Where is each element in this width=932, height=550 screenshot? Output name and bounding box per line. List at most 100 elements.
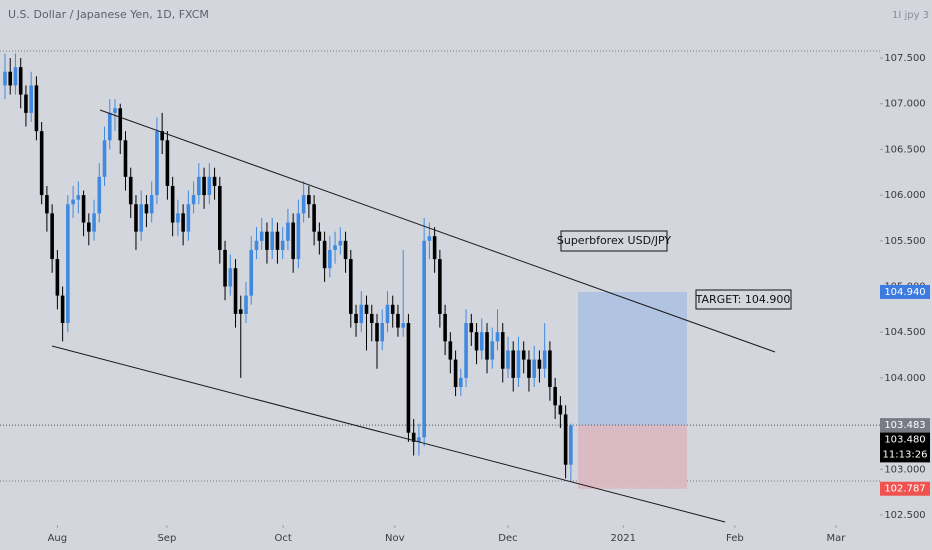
candle-body: [123, 140, 128, 177]
candle-body: [254, 240, 259, 250]
candle-body: [479, 332, 484, 351]
price-label-bg: [880, 284, 930, 299]
candle-body: [55, 259, 60, 296]
candle-body: [390, 304, 395, 314]
candle-body: [170, 185, 175, 223]
candle-body: [385, 304, 390, 324]
candle-body: [134, 204, 138, 232]
candle-body: [490, 341, 495, 360]
x-tick-label: Dec: [498, 533, 517, 544]
channel-lower: [51, 345, 726, 523]
candle-body: [542, 350, 547, 369]
candle-body: [301, 195, 306, 214]
y-tick-label: 106.500: [884, 144, 925, 155]
candle-body: [296, 213, 301, 260]
candle-body: [18, 67, 23, 95]
candle-body: [380, 323, 385, 342]
candle-body: [322, 240, 327, 269]
candle-body: [50, 213, 54, 260]
last-price-bg: [880, 432, 930, 463]
annotation: TARGET: 104.900: [695, 293, 791, 306]
candle-body: [160, 131, 164, 141]
x-tick-label: 2021: [611, 533, 636, 544]
candle-body: [238, 309, 243, 314]
candle-body: [24, 94, 28, 113]
x-tick-label: Aug: [48, 533, 68, 544]
candle-body: [348, 259, 353, 314]
candle-body: [113, 108, 117, 113]
candle-body: [558, 405, 563, 415]
candle-body: [516, 350, 521, 378]
price-label: 104.940: [884, 287, 925, 298]
price-label-bg: [880, 481, 930, 496]
x-tick-label: Feb: [726, 533, 744, 544]
candle-body: [307, 195, 311, 205]
candle-body: [218, 185, 222, 250]
candle-body: [521, 350, 526, 360]
candle-body: [102, 140, 107, 177]
y-tick-label: 105.500: [884, 236, 925, 247]
candle-body: [406, 323, 411, 433]
candle-body: [223, 249, 227, 287]
candle-body: [107, 112, 112, 141]
candle-body: [71, 199, 75, 205]
candle-body: [291, 222, 295, 260]
candle-body: [39, 131, 44, 196]
candle-body: [443, 313, 447, 342]
candle-body: [265, 231, 269, 250]
candle-body: [432, 236, 437, 260]
candle-body: [270, 231, 275, 250]
y-tick-label: 104.000: [884, 373, 925, 384]
candle-body: [417, 437, 421, 442]
price-label: 103.483: [884, 420, 925, 431]
candle-body: [191, 195, 196, 205]
candle-body: [328, 249, 332, 269]
candle-body: [333, 245, 337, 250]
candle-body: [197, 176, 201, 196]
candle-body: [92, 213, 96, 232]
candle-body: [448, 341, 453, 360]
candle-body: [228, 268, 233, 287]
annotation: Superbforex USD/JPY: [557, 234, 672, 247]
candle-body: [60, 295, 65, 324]
candle-body: [401, 323, 405, 328]
channel-upper: [99, 109, 776, 353]
candle-body: [511, 350, 516, 378]
candle-body: [396, 313, 400, 328]
candle-body: [128, 176, 133, 205]
candle-body: [569, 425, 573, 465]
candle-body: [286, 222, 290, 241]
candle-body: [186, 204, 191, 232]
candle-body: [495, 332, 500, 342]
x-tick-label: Nov: [385, 533, 405, 544]
candle-body: [411, 432, 416, 442]
candle-body: [438, 259, 442, 314]
chart-title: U.S. Dollar / Japanese Yen, 1D, FXCM: [8, 8, 209, 21]
candle-body: [212, 176, 217, 186]
candle-body: [312, 204, 316, 232]
candle-body: [144, 204, 149, 214]
candle-body: [343, 240, 348, 260]
candle-body: [537, 359, 542, 369]
candle-body: [87, 222, 91, 232]
candle-body: [181, 213, 185, 232]
candle-body: [207, 176, 212, 196]
candle-body: [244, 295, 248, 314]
candle-body: [13, 67, 18, 86]
y-tick-label: 107.500: [884, 53, 925, 64]
last-price-label: 103.480: [884, 434, 925, 445]
candle-body: [165, 140, 170, 186]
candle-body: [317, 231, 322, 241]
stop-zone: [578, 425, 687, 489]
candle-body: [34, 85, 39, 132]
candle-body: [359, 304, 364, 324]
candle-body: [364, 304, 369, 314]
candle-body: [29, 85, 33, 113]
candle-body: [76, 195, 81, 200]
price-label: 102.787: [884, 484, 925, 495]
candle-body: [176, 213, 180, 223]
candle-body: [149, 195, 154, 214]
candle-body: [427, 236, 432, 241]
candle-body: [249, 249, 254, 296]
